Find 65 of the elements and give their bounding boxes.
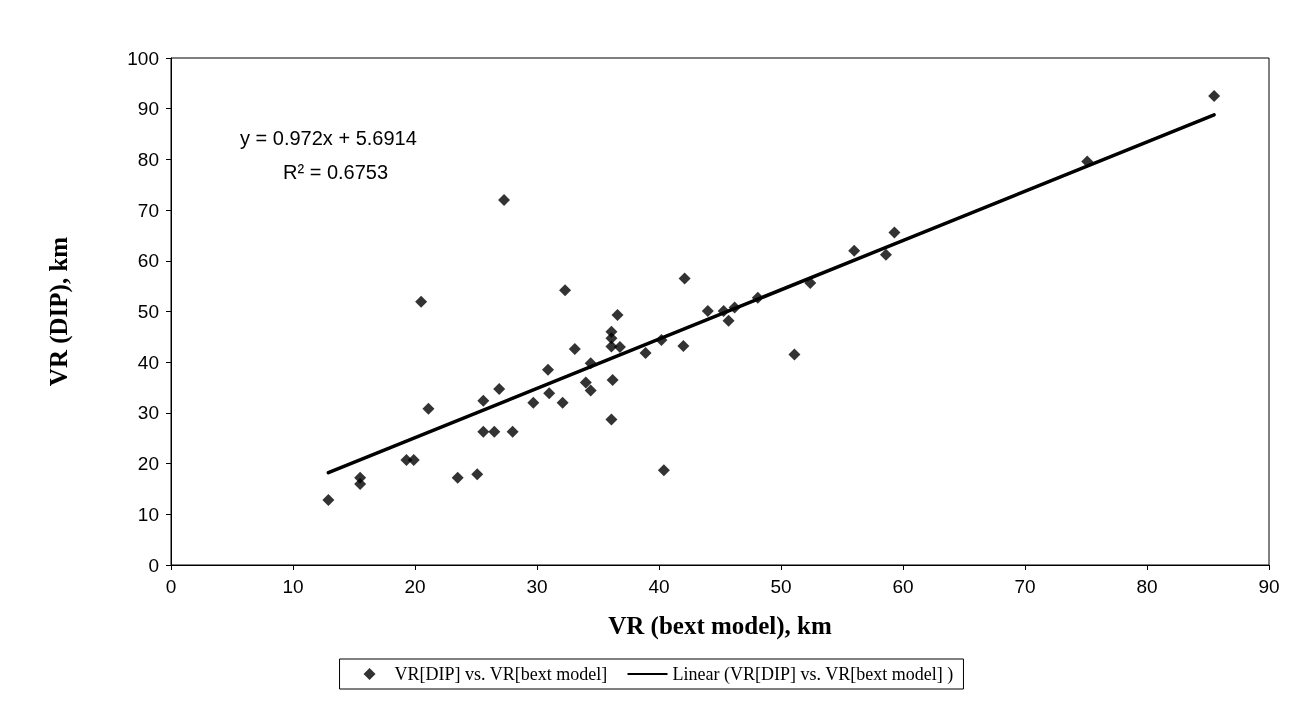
point [848,244,861,257]
x-tick-label: 30 [526,576,548,597]
y-tick-label: 0 [148,554,159,576]
point [1208,90,1221,103]
y-tick-label: 10 [137,503,159,525]
point [639,347,652,360]
point [477,425,490,438]
point [568,343,581,356]
x-tick-label: 0 [165,576,177,597]
y-tick-label: 70 [137,199,159,221]
point [605,413,618,426]
point [788,348,801,361]
point [556,396,569,409]
point [605,332,618,345]
point [407,454,420,467]
y-tick-label: 90 [137,98,159,120]
annotation: y = 0.972x + 5.6914 [240,127,417,149]
point [584,384,597,397]
point [451,471,464,484]
point [678,272,691,285]
y-tick-label: 30 [137,402,159,424]
point [677,339,690,352]
x-tick-label: 40 [648,576,670,597]
legend-label: Linear (VR[DIP] vs. VR[bext model] ) [672,664,954,685]
y-tick-label: 60 [137,250,159,272]
point [477,394,490,407]
point [888,226,901,239]
y-tick-label: 100 [127,47,159,69]
x-tick-label: 60 [892,576,914,597]
point [611,309,624,322]
point [493,383,506,396]
point [488,425,501,438]
point [879,248,892,261]
point [415,295,428,308]
point [543,387,556,400]
x-tick-label: 10 [282,576,304,597]
y-tick-label: 50 [137,301,159,322]
point [606,373,619,386]
point [541,363,554,376]
point [527,396,540,409]
y-tick-label: 20 [137,453,159,475]
point [701,304,714,317]
point [506,425,519,438]
legend-label: VR[DIP] vs. VR[bext model] [394,664,608,684]
point [498,193,511,206]
point [657,464,670,477]
point [422,402,435,415]
x-tick-label: 90 [1258,576,1280,597]
x-tick-label: 80 [1136,576,1158,597]
point [559,284,572,297]
point [471,468,484,481]
point [722,314,735,327]
x-tick-label: 70 [1014,576,1036,597]
y-tick-label: 80 [137,148,159,170]
annotation: R² = 0.6753 [283,161,389,183]
point [579,376,592,389]
y-tick-label: 40 [137,351,159,373]
x-tick-label: 20 [404,576,426,597]
point [322,494,335,507]
x-tick-label: 50 [770,576,792,597]
point [613,340,626,353]
point [605,340,618,353]
point [354,477,367,490]
y-axis-title: VR (DIP), km [45,236,73,387]
x-axis-title: VR (bext model), km [608,612,832,640]
